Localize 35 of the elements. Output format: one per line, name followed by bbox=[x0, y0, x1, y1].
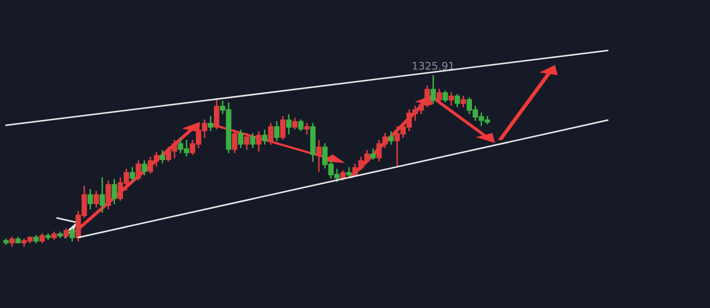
candlestick bbox=[130, 167, 136, 182]
candlestick bbox=[112, 178, 118, 204]
candlestick bbox=[142, 160, 148, 176]
candlestick bbox=[298, 119, 304, 132]
candlestick bbox=[262, 130, 268, 145]
candlestick bbox=[448, 92, 454, 106]
candlestick bbox=[208, 116, 214, 132]
candlestick bbox=[316, 140, 322, 172]
candlestick bbox=[250, 133, 256, 148]
candlestick bbox=[268, 122, 274, 145]
candlestick bbox=[292, 118, 298, 130]
candlestick bbox=[88, 189, 93, 210]
candlestick bbox=[106, 180, 111, 210]
candlestick bbox=[70, 228, 75, 242]
candlestick bbox=[436, 88, 442, 104]
candlestick bbox=[244, 133, 250, 150]
candlestick bbox=[274, 121, 280, 142]
candlestick bbox=[136, 160, 142, 180]
candlestick bbox=[286, 114, 292, 134]
annotation: 1325.91 bbox=[412, 62, 454, 70]
candlestick bbox=[214, 99, 220, 130]
candlestick bbox=[454, 94, 460, 108]
candlestick bbox=[430, 75, 436, 104]
candlestick bbox=[100, 177, 105, 213]
candlestick bbox=[460, 96, 466, 108]
candlestick bbox=[238, 130, 244, 148]
candlestick bbox=[256, 131, 262, 152]
candlestick bbox=[304, 122, 310, 134]
candlestick bbox=[370, 148, 376, 160]
candlestick bbox=[94, 190, 99, 208]
candlestick bbox=[232, 130, 238, 154]
candlestick bbox=[442, 90, 448, 102]
candlestick bbox=[160, 150, 166, 164]
candlestick bbox=[280, 116, 286, 140]
candlestick bbox=[388, 131, 394, 145]
